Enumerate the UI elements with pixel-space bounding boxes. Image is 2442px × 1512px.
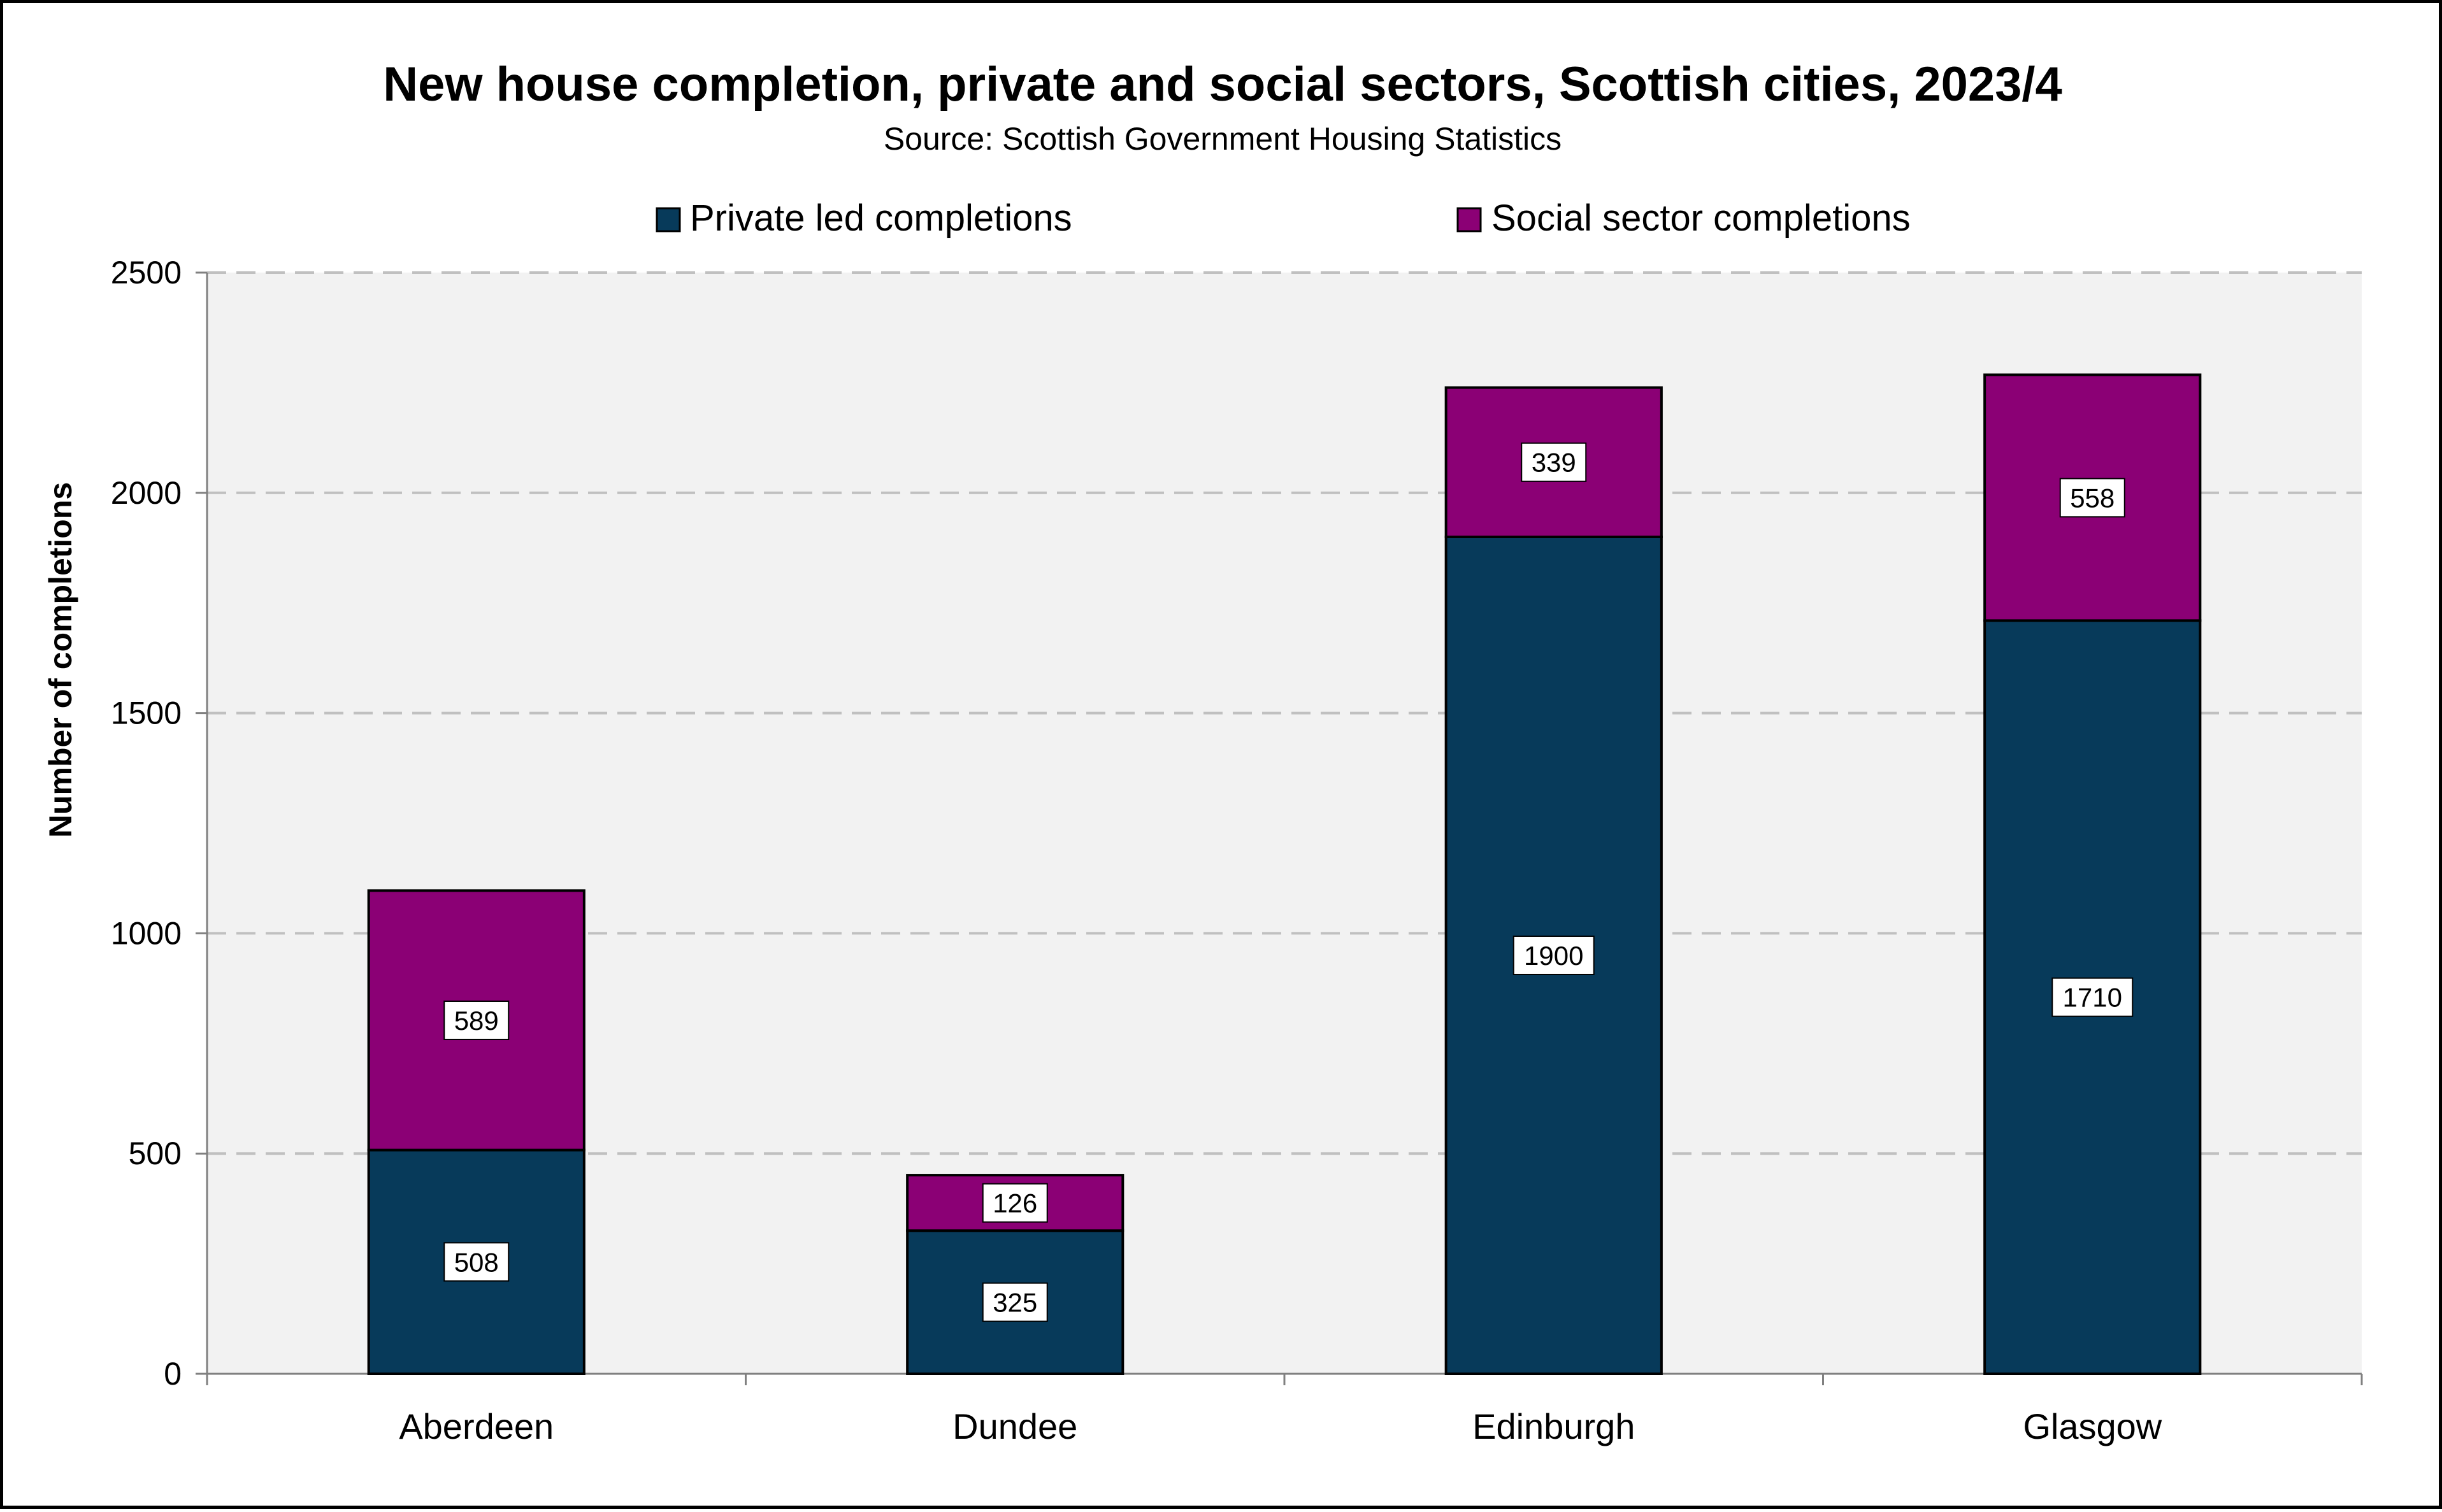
data-label-box (1521, 442, 1587, 482)
data-label: 126 (993, 1188, 1037, 1218)
data-label: 1710 (2063, 983, 2122, 1013)
data-label: 325 (993, 1288, 1037, 1318)
data-label-box (1512, 935, 1595, 975)
y-tick-label: 1000 (111, 915, 182, 951)
data-label-box (2051, 977, 2134, 1017)
data-label-box (443, 1000, 510, 1040)
legend-label-private: Private led completions (690, 197, 1072, 239)
legend-swatch-social (1456, 207, 1482, 232)
data-label-box (982, 1183, 1048, 1223)
data-label: 339 (1532, 448, 1576, 478)
y-tick-label: 0 (164, 1356, 182, 1392)
chart-subtitle: Source: Scottish Government Housing Stat… (884, 121, 1562, 157)
y-tick-label: 2000 (111, 475, 182, 511)
data-label: 508 (454, 1247, 499, 1277)
legend: Private led completions Social sector co… (656, 197, 1911, 239)
data-label: 558 (2070, 483, 2115, 513)
x-category-label: Edinburgh (1472, 1406, 1635, 1446)
data-label-box (982, 1282, 1048, 1322)
data-label: 589 (454, 1006, 499, 1036)
y-tick-label: 1500 (111, 695, 182, 731)
data-labels: 508 589 325 126 1900 339 1710 558 (443, 442, 2134, 1322)
y-tick-label: 500 (129, 1136, 182, 1171)
data-label: 1900 (1524, 941, 1583, 971)
y-axis-title: Number of completions (43, 482, 78, 838)
chart-title: New house completion, private and social… (383, 57, 2062, 111)
x-category-label: Glasgow (2023, 1406, 2162, 1446)
axes: 0 500 1000 1500 2000 2500 Aberdeen Dundee Edinbu… (111, 255, 2363, 1446)
legend-label-social: Social sector completions (1491, 197, 1911, 239)
legend-swatch-private (656, 207, 681, 232)
x-category-label: Aberdeen (399, 1406, 554, 1446)
x-category-label: Dundee (952, 1406, 1077, 1446)
data-label-box (443, 1242, 510, 1282)
y-tick-label: 2500 (111, 255, 182, 290)
stacked-bar-chart: New house completion, private and social… (43, 57, 2363, 1446)
data-label-box (2059, 478, 2125, 518)
